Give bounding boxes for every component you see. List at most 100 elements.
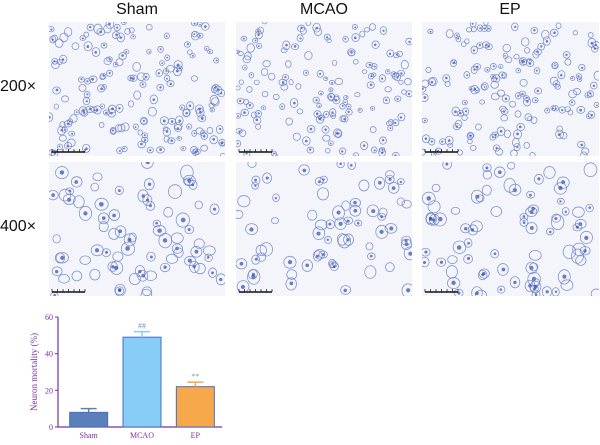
stained-cell <box>182 108 191 117</box>
stained-cell <box>94 197 109 211</box>
stained-cell <box>425 66 432 74</box>
stained-cell <box>128 232 137 243</box>
stained-cell <box>58 134 67 142</box>
stained-cell <box>451 106 461 117</box>
significance-ep: ** <box>191 372 199 381</box>
stained-cell <box>551 63 558 69</box>
stained-cell <box>140 162 154 169</box>
stained-cell <box>100 42 108 49</box>
stained-cell <box>331 60 338 66</box>
stained-cell <box>312 96 320 104</box>
stained-cell <box>83 91 91 99</box>
stained-cell <box>245 223 259 236</box>
stained-cell <box>485 25 492 32</box>
stained-cell <box>336 233 348 246</box>
stained-cell <box>313 110 322 118</box>
stained-cell <box>562 244 577 260</box>
error-bar-ep <box>187 381 204 387</box>
stained-cell <box>404 77 412 86</box>
stained-cell <box>90 182 100 192</box>
stained-cell <box>533 173 544 185</box>
stained-cell <box>245 102 254 110</box>
stained-cell <box>360 141 369 151</box>
stained-cell <box>52 86 61 95</box>
stained-cell <box>194 104 204 114</box>
stained-cell <box>128 272 141 285</box>
stained-cell <box>132 123 139 130</box>
stained-cell <box>391 151 400 156</box>
stained-cell <box>208 267 218 278</box>
stained-cell <box>500 114 509 122</box>
column-title-sham: Sham <box>116 1 158 18</box>
stained-cell <box>503 178 516 193</box>
stained-cell <box>313 27 323 37</box>
stained-cell <box>469 144 477 151</box>
stained-cell <box>66 138 76 148</box>
stained-cell <box>385 69 391 75</box>
stained-cell <box>260 68 269 77</box>
stained-cell <box>452 240 467 254</box>
stained-cell <box>272 153 278 156</box>
stained-cell <box>354 219 363 227</box>
stained-cell <box>491 76 497 83</box>
stained-cell <box>363 27 370 33</box>
stained-cell <box>176 65 183 72</box>
stained-cell <box>159 116 169 126</box>
scale-bar <box>238 149 273 153</box>
stained-cell <box>481 83 487 90</box>
stained-cell <box>124 27 131 35</box>
stained-cell <box>289 98 299 108</box>
stained-cell <box>467 224 479 236</box>
stained-cell <box>583 162 598 178</box>
stained-cell <box>146 48 152 55</box>
stained-cell <box>328 93 336 102</box>
stained-cell <box>57 143 64 151</box>
stained-cell <box>328 87 334 92</box>
stained-cell <box>200 144 208 152</box>
stained-cell <box>239 129 247 137</box>
stained-cell <box>496 126 506 136</box>
stained-cell <box>84 77 92 85</box>
stained-cell <box>295 83 302 90</box>
stained-cell <box>251 175 261 185</box>
stained-cell <box>56 58 63 65</box>
stained-cell <box>140 288 153 296</box>
stained-cell <box>405 37 412 46</box>
stained-cell <box>168 184 183 199</box>
stained-cell <box>386 49 395 58</box>
stained-cell <box>519 212 529 221</box>
x-tick-label-mcao: MCAO <box>130 431 154 440</box>
stained-cell <box>422 247 431 257</box>
stained-cell <box>490 206 503 217</box>
stained-cell <box>49 26 55 33</box>
stained-cell <box>519 78 528 87</box>
stained-cell <box>209 135 219 145</box>
stained-cell <box>422 117 428 124</box>
stained-cell <box>428 76 438 86</box>
stained-cell <box>127 74 135 82</box>
stained-cell <box>471 286 483 296</box>
stained-cell <box>333 94 340 101</box>
stained-cell <box>576 76 583 82</box>
stained-cell <box>460 223 471 234</box>
stained-cell <box>579 151 588 156</box>
stained-cell <box>139 116 148 126</box>
stained-cell <box>482 169 492 180</box>
stained-cell <box>260 105 267 111</box>
stained-cell <box>467 138 473 145</box>
stained-cell <box>270 217 279 225</box>
stained-cell <box>352 152 359 156</box>
stained-cell <box>377 212 387 221</box>
stained-cell <box>551 287 560 296</box>
significance-mcao: ## <box>138 322 146 331</box>
stained-cell <box>291 43 300 51</box>
stained-cell <box>194 200 203 210</box>
stained-cell <box>314 219 328 231</box>
stained-cell <box>342 99 349 106</box>
stained-cell <box>561 207 570 216</box>
stained-cell <box>340 285 352 295</box>
stained-cell <box>261 90 269 98</box>
stained-cell <box>514 92 522 100</box>
stained-cell <box>460 41 467 48</box>
row-label-200x: 200× <box>0 78 37 95</box>
